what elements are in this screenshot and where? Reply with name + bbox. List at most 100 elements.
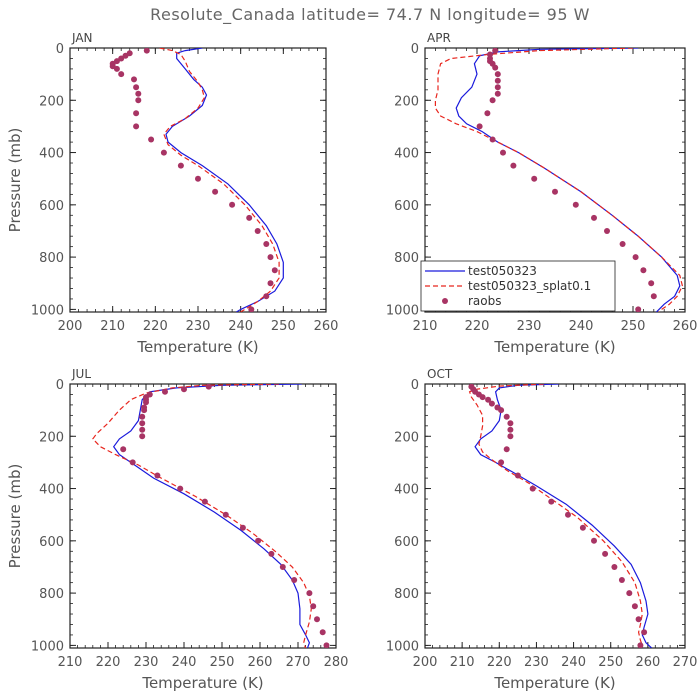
raobs-point (133, 123, 140, 130)
raobs-point (310, 603, 317, 610)
raobs-point (139, 426, 146, 433)
raobs-point (552, 188, 558, 195)
raobs-point (314, 616, 320, 623)
raobs-point (611, 564, 618, 570)
y-tick-label: 0 (56, 42, 64, 57)
raobs-point (632, 254, 639, 261)
series-line-test050323 (112, 384, 311, 648)
raobs-point (492, 64, 499, 71)
y-tick-label: 1000 (31, 303, 64, 318)
x-tick-label: 200 (58, 319, 83, 334)
panels: 200 210 220 230 240 250 260 0 200 400 600 800 1000 JA… (6, 31, 697, 692)
legend-label: raobs (468, 294, 502, 308)
raobs-point (113, 65, 120, 72)
series-group (468, 384, 653, 648)
y-tick-label: 1000 (386, 303, 419, 318)
panel-oct: 200 210 220 230 240 250 260 270 0 200 400 600 800 100… (386, 367, 698, 692)
raobs-point (271, 267, 278, 274)
raobs-point (510, 162, 517, 169)
raobs-point (263, 241, 270, 247)
y-tick-label: 800 (39, 251, 64, 266)
raobs-point (579, 524, 586, 531)
raobs-point (162, 388, 168, 395)
y-tick-label: 400 (394, 147, 419, 162)
series-line-test050323-splat0-1 (468, 384, 643, 646)
raobs-point (323, 642, 330, 648)
raobs-point (635, 616, 642, 623)
y-tick-label: 200 (39, 430, 64, 445)
figure-title: Resolute_Canada latitude= 74.7 N longitu… (150, 5, 590, 25)
raobs-point (503, 413, 510, 420)
x-tick-label: 250 (271, 319, 296, 334)
x-tick-label: 270 (673, 655, 698, 670)
x-tick-label: 230 (517, 319, 542, 334)
raobs-point (503, 446, 510, 453)
x-tick-label: 240 (569, 319, 594, 334)
raobs-point (507, 433, 514, 440)
raobs-point (248, 306, 255, 312)
x-tick-label: 240 (228, 319, 253, 334)
raobs-point (494, 84, 501, 91)
x-axis-label: Temperature (K) (493, 338, 615, 356)
raobs-point (514, 472, 521, 479)
y-tick-label: 1000 (31, 639, 64, 654)
y-tick-label: 200 (394, 430, 419, 445)
raobs-point (484, 110, 491, 117)
x-axis-label: Temperature (K) (136, 338, 258, 356)
raobs-point (195, 175, 201, 182)
x-tick-label: 240 (172, 655, 197, 670)
raobs-point (141, 407, 148, 414)
raobs-point (618, 577, 625, 583)
raobs-point (319, 629, 326, 636)
raobs-point (492, 48, 499, 54)
raobs-point (177, 485, 184, 492)
x-tick-label: 280 (324, 655, 349, 670)
legend-label: test050323_splat0.1 (468, 279, 591, 293)
raobs-point (212, 188, 219, 195)
raobs-point (494, 77, 501, 84)
y-tick-label: 600 (39, 199, 64, 214)
panel-apr: 210 220 230 240 250 260 0 200 400 600 800 1000 APR Te… (386, 31, 698, 356)
x-tick-label: 250 (598, 655, 623, 670)
y-tick-label: 800 (394, 251, 419, 266)
plot-frame (424, 383, 686, 649)
x-tick-label: 230 (186, 319, 211, 334)
x-tick-label: 220 (143, 319, 168, 334)
series-group (92, 384, 330, 648)
raobs-point (131, 76, 137, 83)
x-tick-label: 260 (314, 319, 339, 334)
raobs-point (494, 90, 501, 97)
y-tick-label: 800 (39, 587, 64, 602)
x-tick-label: 210 (413, 319, 438, 334)
raobs-point (631, 603, 638, 610)
y-axis-label: Pressure (mb) (6, 464, 24, 569)
raobs-point (267, 280, 274, 287)
x-axis-label: Temperature (K) (493, 674, 615, 692)
y-tick-label: 800 (394, 587, 419, 602)
raobs-point (133, 84, 140, 91)
raobs-point (143, 48, 150, 54)
x-tick-label: 270 (286, 655, 311, 670)
panel-jul: 210 220 230 240 250 260 270 280 0 200 400 600 800 100… (6, 367, 348, 692)
panel-jan: 200 210 220 230 240 250 260 0 200 400 600 800 1000 JA… (6, 31, 338, 356)
raobs-point (489, 136, 496, 143)
raobs-point (485, 396, 492, 403)
raobs-point (177, 162, 184, 169)
x-tick-label: 220 (487, 655, 512, 670)
raobs-point (619, 241, 626, 247)
x-tick-label: 250 (621, 319, 646, 334)
x-tick-label: 260 (248, 655, 273, 670)
raobs-point (267, 254, 274, 261)
legend-label: test050323 (468, 264, 537, 278)
raobs-point (222, 511, 229, 518)
y-tick-label: 0 (411, 42, 419, 57)
raobs-point (572, 201, 579, 208)
raobs-point (602, 550, 609, 557)
raobs-point (154, 472, 161, 479)
y-tick-label: 200 (394, 94, 419, 109)
raobs-point (650, 293, 657, 300)
raobs-point (641, 629, 648, 636)
raobs-point (640, 267, 647, 274)
raobs-point (291, 577, 298, 583)
